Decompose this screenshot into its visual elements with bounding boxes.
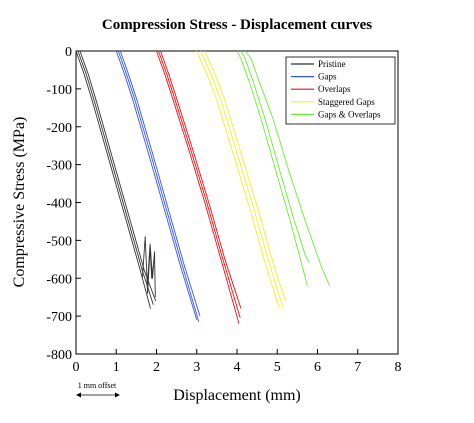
y-tick-label: -400	[46, 197, 72, 212]
axis-ticks: 0 1 2 3 4 5 6 7 8 0 -100 -200 -300 -400 -500 -600 -700 -8…	[46, 45, 401, 375]
y-axis-label: Compressive Stress (MPa)	[11, 117, 28, 288]
y-tick-label: -300	[46, 159, 72, 174]
x-tick-label: 6	[314, 360, 321, 375]
data-curves	[75, 50, 331, 324]
x-tick-label: 3	[193, 360, 200, 375]
offset-arrow-left-head	[76, 392, 81, 398]
y-tick-label: -100	[46, 83, 72, 98]
legend-label-overlaps: Overlaps	[318, 84, 351, 94]
series-curve-gaps	[119, 50, 201, 317]
series-curve-overlaps	[156, 50, 240, 324]
series-curve-gaps	[117, 50, 200, 322]
series-curve-gaps-overlaps	[236, 50, 308, 286]
series-curve-staggered-gaps	[196, 50, 280, 309]
series-curve-pristine	[75, 50, 151, 309]
y-tick-label: -700	[46, 310, 72, 325]
y-tick-label: 0	[65, 45, 72, 60]
legend: Pristine Gaps Overlaps Staggered Gaps Gaps &…	[285, 56, 396, 125]
offset-annotation-text: 1 mm offset	[78, 381, 117, 390]
series-curve-gaps-overlaps	[240, 50, 310, 264]
legend-label-pristine: Pristine	[318, 59, 346, 69]
series-curve-staggered-gaps	[204, 50, 286, 302]
series-curve-overlaps	[158, 50, 241, 319]
series-curve-pristine	[77, 50, 154, 305]
y-tick-label: -600	[46, 272, 72, 287]
legend-label-gaps: Gaps	[318, 72, 337, 82]
x-axis-label: Displacement (mm)	[173, 387, 301, 404]
x-tick-label: 4	[234, 360, 241, 375]
y-tick-label: -500	[46, 234, 72, 249]
x-tick-label: 8	[395, 360, 402, 375]
series-curve-staggered-gaps	[200, 50, 284, 309]
x-tick-label: 1	[113, 360, 120, 375]
x-tick-label: 2	[153, 360, 160, 375]
x-tick-label: 5	[274, 360, 281, 375]
legend-label-staggered-gaps: Staggered Gaps	[318, 97, 375, 107]
series-curve-overlaps	[160, 50, 242, 309]
offset-annotation: 1 mm offset	[76, 381, 120, 398]
series-curve-gaps	[115, 50, 198, 321]
y-tick-label: -800	[46, 348, 72, 363]
series-curve-pristine	[79, 50, 157, 302]
legend-label-gaps-overlaps: Gaps & Overlaps	[318, 109, 381, 119]
legend-box	[285, 56, 396, 125]
y-tick-label: -200	[46, 121, 72, 136]
series-curve-pristine	[147, 243, 156, 298]
x-tick-label: 0	[73, 360, 80, 375]
offset-arrow-right-head	[115, 392, 120, 398]
chart-title: Compression Stress - Displacement curves	[102, 17, 372, 33]
x-tick-label: 7	[354, 360, 361, 375]
series-curve-gaps-overlaps	[244, 50, 331, 286]
